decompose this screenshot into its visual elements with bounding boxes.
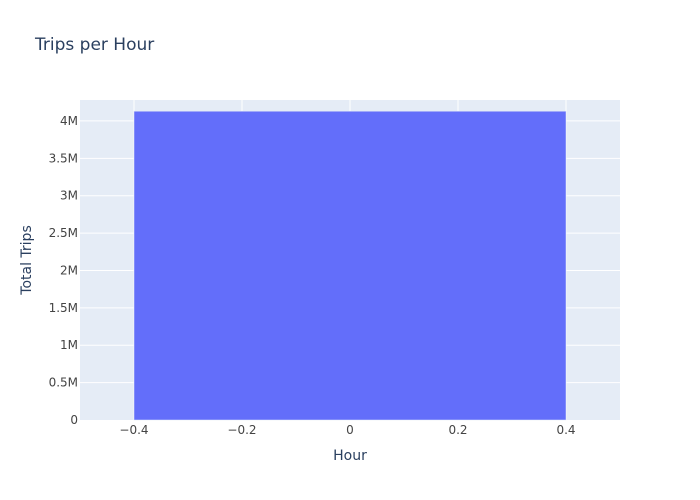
x-tick-label: 0: [346, 423, 354, 437]
y-tick-label: 0: [70, 413, 78, 427]
y-tick-label: 2M: [60, 263, 78, 277]
y-tick-label: 4M: [60, 114, 78, 128]
y-tick-label: 3M: [60, 189, 78, 203]
y-tick-label: 0.5M: [49, 376, 78, 390]
chart-title: Trips per Hour: [34, 35, 154, 55]
x-tick-label: −0.2: [227, 423, 256, 437]
y-axis-label: Total Trips: [19, 225, 35, 295]
y-tick-label: 2.5M: [49, 226, 78, 240]
bar[interactable]: [133, 110, 567, 421]
x-axis-label: Hour: [333, 448, 367, 464]
y-tick-label: 1M: [60, 338, 78, 352]
x-tick-label: 0.2: [448, 423, 467, 437]
bar-series: [133, 110, 567, 421]
x-axis-ticks: −0.4 −0.2 0 0.2 0.4: [119, 423, 575, 437]
y-tick-label: 1.5M: [49, 301, 78, 315]
y-axis-ticks: 0 0.5M 1M 1.5M 2M 2.5M 3M 3.5M 4M: [49, 114, 78, 427]
x-tick-label: −0.4: [119, 423, 148, 437]
y-tick-label: 3.5M: [49, 151, 78, 165]
x-tick-label: 0.4: [556, 423, 575, 437]
